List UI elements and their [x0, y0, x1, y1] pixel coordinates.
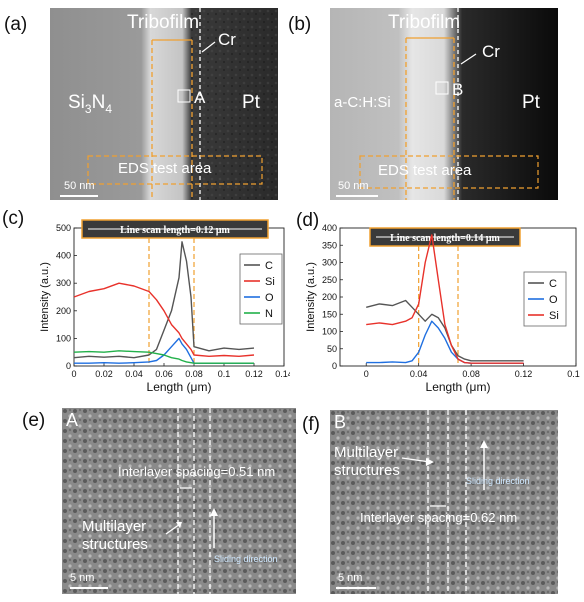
x-tick-label: 0.12: [245, 369, 263, 379]
y-tick-label: 500: [56, 223, 71, 233]
legend-label-o: O: [549, 294, 558, 306]
cr-label-a: Cr: [218, 30, 236, 49]
x-tick-label: 0.12: [515, 369, 533, 379]
si3n4-label-sub3: 3: [84, 101, 92, 116]
si3n4-label-sub4: 4: [105, 101, 113, 116]
x-tick-label: 0.04: [125, 369, 143, 379]
scale-label-b: 50 nm: [338, 180, 369, 192]
y-axis-label: Intensity (a.u.): [39, 262, 51, 332]
y-tick-label: 400: [322, 223, 337, 233]
multilayer-label-f-1: Multilayer: [334, 444, 399, 461]
panel-label-b: (b): [288, 14, 312, 35]
y-axis-label: Intensity (a.u.): [305, 262, 317, 332]
x-tick-label: 0: [364, 369, 369, 379]
series-line-c: [73, 241, 255, 359]
corner-label-e: A: [66, 410, 79, 430]
y-tick-label: 250: [322, 275, 337, 285]
si3n4-label: Si3N4: [68, 92, 112, 116]
pt-label-b: Pt: [522, 92, 540, 113]
scale-label-a: 50 nm: [64, 180, 95, 192]
multilayer-label-f-2: structures: [334, 462, 400, 479]
y-tick-label: 300: [56, 278, 71, 288]
series-line-si: [73, 282, 255, 358]
chart-c-svg: Line scan length=0.12 μm 0 100 200 300 400 500…: [39, 219, 290, 394]
box-label-b: B: [452, 80, 464, 99]
si3n4-label-n: N: [91, 92, 106, 113]
x-tick-label: 0.06: [155, 369, 173, 379]
y-tick-label: 0: [332, 361, 337, 371]
eds-area-label-b: EDS test area: [378, 162, 472, 179]
panel-label-d: (d): [296, 210, 320, 231]
multilayer-label-e-1: Multilayer: [82, 518, 147, 535]
multilayer-label-e-2: structures: [82, 536, 148, 553]
tem-image-b-svg: [330, 8, 558, 200]
x-tick-label: 0.14: [275, 369, 290, 379]
y-tick-label: 300: [322, 258, 337, 268]
panel-label-e: (e): [22, 410, 46, 431]
y-tick-label: 350: [322, 240, 337, 250]
sliding-direction-e: Sliding direction: [214, 554, 278, 564]
chart-d-svg: Line scan length=0.14 μm 0 50 100 150 200 250 3…: [305, 223, 580, 394]
scale-label-f: 5 nm: [338, 572, 363, 584]
series-line-si: [366, 234, 524, 364]
y-tick-label: 200: [322, 292, 337, 302]
tem-image-a: Tribofilm Cr Si3N4 A Pt EDS test area 50…: [50, 8, 278, 200]
scan-banner-label: Line scan length=0.12 μm: [120, 225, 230, 236]
hrtem-image-e: A Interlayer spacing=0.51 nm Multilayer …: [62, 408, 296, 594]
x-tick-label: 0: [71, 369, 76, 379]
scale-label-e: 5 nm: [70, 572, 95, 584]
hrtem-image-f: B Multilayer structures Sliding directio…: [330, 410, 558, 594]
y-tick-label: 200: [56, 306, 71, 316]
box-label-a: A: [194, 88, 206, 107]
tem-image-a-svg: [50, 8, 278, 200]
x-tick-label: 0.1: [218, 369, 231, 379]
y-tick-label: 50: [327, 344, 337, 354]
cr-label-b: Cr: [482, 42, 500, 61]
legend-label-n: N: [265, 308, 273, 320]
x-tick-label: 0.02: [95, 369, 113, 379]
y-tick-label: 100: [322, 327, 337, 337]
interlayer-spacing-f: Interlayer spacing=0.62 nm: [360, 510, 518, 525]
y-tick-label: 0: [66, 361, 71, 371]
x-tick-label: 0.08: [185, 369, 203, 379]
x-tick-label: 0.16: [567, 369, 580, 379]
y-tick-label: 100: [56, 333, 71, 343]
tribofilm-title-b: Tribofilm: [388, 12, 461, 33]
acsi-label: a-C:H:Si: [334, 94, 391, 111]
legend-label-si: Si: [265, 276, 275, 288]
panel-label-a: (a): [4, 14, 28, 35]
panel-label-f: (f): [302, 414, 320, 435]
series-line-n: [73, 350, 254, 364]
series-line-c: [366, 299, 524, 362]
eds-area-label-a: EDS test area: [118, 160, 212, 177]
scan-banner-label: Line scan length=0.14 μm: [390, 233, 500, 244]
corner-label-f: B: [334, 412, 347, 432]
panel-label-c: (c): [2, 208, 25, 229]
series-line-o: [74, 337, 254, 364]
legend-label-c: C: [549, 278, 557, 290]
x-tick-label: 0.04: [410, 369, 428, 379]
legend-label-c: C: [265, 260, 273, 272]
sliding-direction-f: Sliding direction: [466, 476, 530, 486]
chart-c: Line scan length=0.12 μm 0 100 200 300 400 500…: [22, 208, 290, 398]
x-tick-label: 0.08: [462, 369, 480, 379]
chart-d: Line scan length=0.14 μm 0 50 100 150 200 250 3…: [298, 208, 580, 398]
tribofilm-title-a: Tribofilm: [127, 12, 200, 33]
y-tick-label: 400: [56, 251, 71, 261]
hrtem-image-f-svg: [330, 410, 558, 594]
si3n4-label-si: Si: [68, 92, 85, 113]
tem-image-b: Tribofilm Cr a-C:H:Si B Pt EDS test area…: [330, 8, 558, 200]
hrtem-image-e-svg: [62, 408, 296, 594]
y-tick-label: 150: [322, 309, 337, 319]
pt-label-a: Pt: [242, 92, 260, 113]
interlayer-spacing-e: Interlayer spacing=0.51 nm: [118, 464, 276, 479]
x-axis-label: Length (μm): [147, 380, 212, 394]
legend-label-si: Si: [549, 310, 559, 322]
legend-label-o: O: [265, 292, 274, 304]
x-axis-label: Length (μm): [426, 380, 491, 394]
